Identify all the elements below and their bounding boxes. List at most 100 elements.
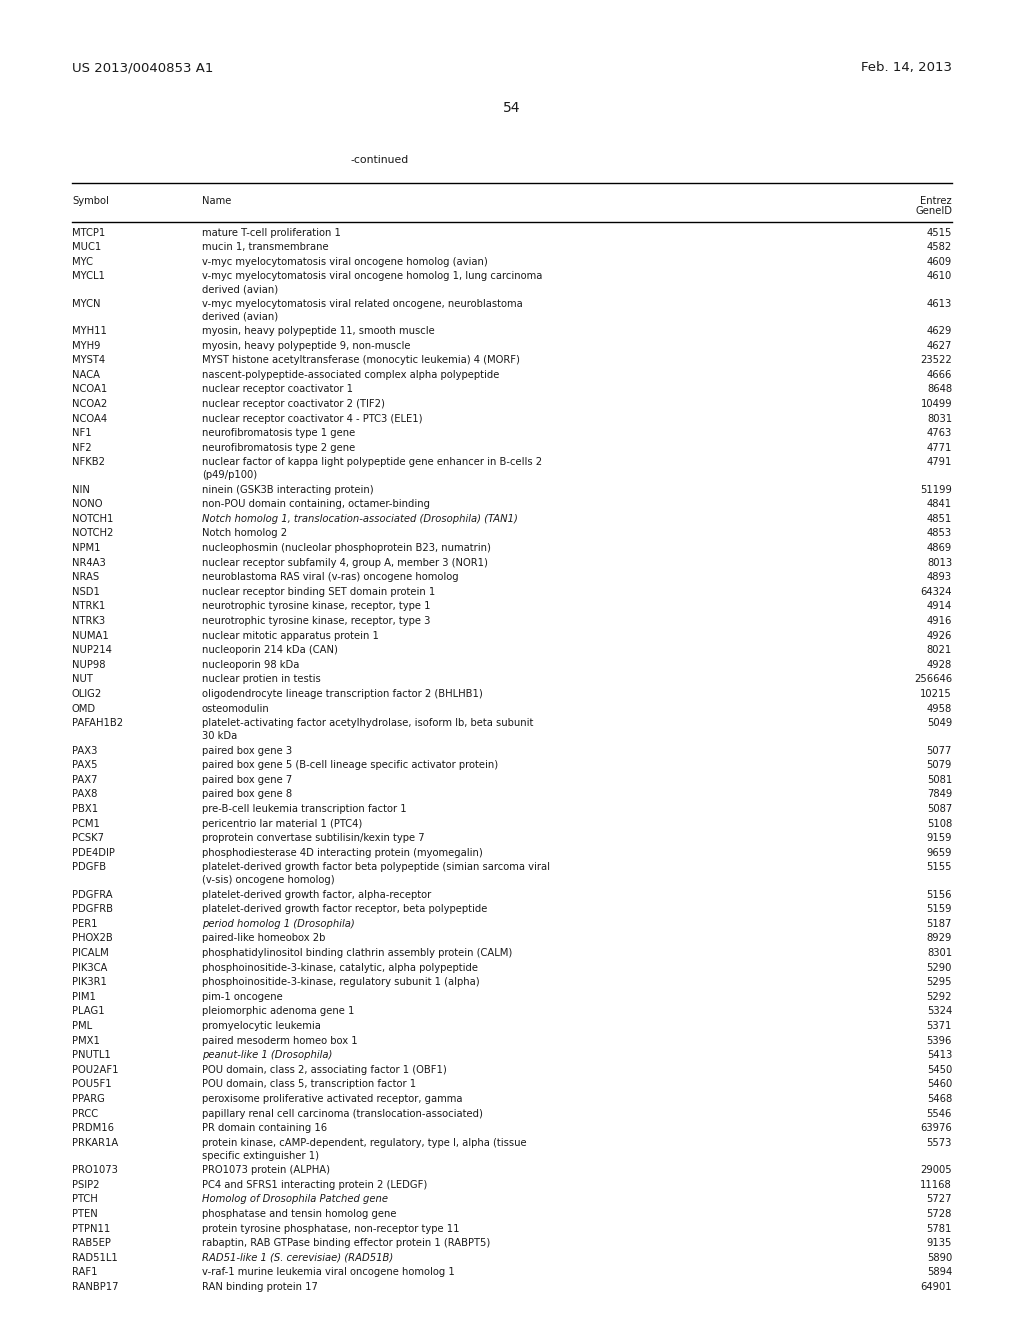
Text: neurotrophic tyrosine kinase, receptor, type 1: neurotrophic tyrosine kinase, receptor, … [202, 602, 430, 611]
Text: PHOX2B: PHOX2B [72, 933, 113, 944]
Text: 4851: 4851 [927, 513, 952, 524]
Text: NRAS: NRAS [72, 573, 99, 582]
Text: 5396: 5396 [927, 1036, 952, 1045]
Text: 5324: 5324 [927, 1006, 952, 1016]
Text: PIK3CA: PIK3CA [72, 962, 108, 973]
Text: 63976: 63976 [921, 1123, 952, 1133]
Text: NOTCH1: NOTCH1 [72, 513, 114, 524]
Text: PML: PML [72, 1020, 92, 1031]
Text: 4582: 4582 [927, 242, 952, 252]
Text: phosphatidylinositol binding clathrin assembly protein (CALM): phosphatidylinositol binding clathrin as… [202, 948, 512, 958]
Text: pim-1 oncogene: pim-1 oncogene [202, 991, 283, 1002]
Text: 5187: 5187 [927, 919, 952, 929]
Text: PPARG: PPARG [72, 1094, 104, 1104]
Text: 5546: 5546 [927, 1109, 952, 1118]
Text: 5894: 5894 [927, 1267, 952, 1278]
Text: paired box gene 5 (B-cell lineage specific activator protein): paired box gene 5 (B-cell lineage specif… [202, 760, 498, 770]
Text: 5450: 5450 [927, 1065, 952, 1074]
Text: myosin, heavy polypeptide 11, smooth muscle: myosin, heavy polypeptide 11, smooth mus… [202, 326, 435, 335]
Text: pleiomorphic adenoma gene 1: pleiomorphic adenoma gene 1 [202, 1006, 354, 1016]
Text: 4893: 4893 [927, 573, 952, 582]
Text: mucin 1, transmembrane: mucin 1, transmembrane [202, 242, 329, 252]
Text: neurotrophic tyrosine kinase, receptor, type 3: neurotrophic tyrosine kinase, receptor, … [202, 616, 430, 626]
Text: 5155: 5155 [927, 862, 952, 873]
Text: 11168: 11168 [921, 1180, 952, 1189]
Text: 5079: 5079 [927, 760, 952, 770]
Text: 4869: 4869 [927, 543, 952, 553]
Text: 4914: 4914 [927, 602, 952, 611]
Text: 51199: 51199 [921, 484, 952, 495]
Text: 4916: 4916 [927, 616, 952, 626]
Text: rabaptin, RAB GTPase binding effector protein 1 (RABPT5): rabaptin, RAB GTPase binding effector pr… [202, 1238, 490, 1249]
Text: RAB5EP: RAB5EP [72, 1238, 111, 1249]
Text: 9159: 9159 [927, 833, 952, 843]
Text: 5468: 5468 [927, 1094, 952, 1104]
Text: nucleoporin 214 kDa (CAN): nucleoporin 214 kDa (CAN) [202, 645, 338, 655]
Text: NUT: NUT [72, 675, 93, 684]
Text: 4771: 4771 [927, 442, 952, 453]
Text: non-POU domain containing, octamer-binding: non-POU domain containing, octamer-bindi… [202, 499, 430, 510]
Text: US 2013/0040853 A1: US 2013/0040853 A1 [72, 62, 213, 74]
Text: 5077: 5077 [927, 746, 952, 755]
Text: NCOA2: NCOA2 [72, 399, 108, 409]
Text: nuclear protien in testis: nuclear protien in testis [202, 675, 321, 684]
Text: 5292: 5292 [927, 991, 952, 1002]
Text: 9135: 9135 [927, 1238, 952, 1249]
Text: OLIG2: OLIG2 [72, 689, 102, 700]
Text: 4627: 4627 [927, 341, 952, 351]
Text: Symbol: Symbol [72, 195, 109, 206]
Text: 64324: 64324 [921, 587, 952, 597]
Text: RANBP17: RANBP17 [72, 1282, 119, 1292]
Text: nucleophosmin (nucleolar phosphoprotein B23, numatrin): nucleophosmin (nucleolar phosphoprotein … [202, 543, 490, 553]
Text: Notch homolog 2: Notch homolog 2 [202, 528, 287, 539]
Text: nuclear receptor coactivator 2 (TIF2): nuclear receptor coactivator 2 (TIF2) [202, 399, 385, 409]
Text: PAX8: PAX8 [72, 789, 97, 800]
Text: 8031: 8031 [927, 413, 952, 424]
Text: NUP214: NUP214 [72, 645, 112, 655]
Text: PDGFB: PDGFB [72, 862, 106, 873]
Text: 5890: 5890 [927, 1253, 952, 1263]
Text: pericentrio lar material 1 (PTC4): pericentrio lar material 1 (PTC4) [202, 818, 362, 829]
Text: 5371: 5371 [927, 1020, 952, 1031]
Text: RAN binding protein 17: RAN binding protein 17 [202, 1282, 317, 1292]
Text: MUC1: MUC1 [72, 242, 101, 252]
Text: paired box gene 8: paired box gene 8 [202, 789, 292, 800]
Text: peroxisome proliferative activated receptor, gamma: peroxisome proliferative activated recep… [202, 1094, 463, 1104]
Text: PICALM: PICALM [72, 948, 109, 958]
Text: 4609: 4609 [927, 256, 952, 267]
Text: paired-like homeobox 2b: paired-like homeobox 2b [202, 933, 326, 944]
Text: specific extinguisher 1): specific extinguisher 1) [202, 1151, 319, 1160]
Text: myosin, heavy polypeptide 9, non-muscle: myosin, heavy polypeptide 9, non-muscle [202, 341, 411, 351]
Text: NIN: NIN [72, 484, 90, 495]
Text: MTCP1: MTCP1 [72, 227, 105, 238]
Text: (v-sis) oncogene homolog): (v-sis) oncogene homolog) [202, 875, 335, 884]
Text: RAF1: RAF1 [72, 1267, 97, 1278]
Text: phosphatase and tensin homolog gene: phosphatase and tensin homolog gene [202, 1209, 396, 1218]
Text: 8301: 8301 [927, 948, 952, 958]
Text: nuclear receptor binding SET domain protein 1: nuclear receptor binding SET domain prot… [202, 587, 435, 597]
Text: osteomodulin: osteomodulin [202, 704, 269, 714]
Text: paired box gene 3: paired box gene 3 [202, 746, 292, 755]
Text: 4613: 4613 [927, 298, 952, 309]
Text: RAD51-like 1 (S. cerevisiae) (RAD51B): RAD51-like 1 (S. cerevisiae) (RAD51B) [202, 1253, 393, 1263]
Text: nucleoporin 98 kDa: nucleoporin 98 kDa [202, 660, 299, 669]
Text: v-myc myelocytomatosis viral oncogene homolog (avian): v-myc myelocytomatosis viral oncogene ho… [202, 256, 487, 267]
Text: ninein (GSK3B interacting protein): ninein (GSK3B interacting protein) [202, 484, 374, 495]
Text: mature T-cell proliferation 1: mature T-cell proliferation 1 [202, 227, 341, 238]
Text: PRCC: PRCC [72, 1109, 98, 1118]
Text: platelet-derived growth factor, alpha-receptor: platelet-derived growth factor, alpha-re… [202, 890, 431, 900]
Text: 4666: 4666 [927, 370, 952, 380]
Text: 5108: 5108 [927, 818, 952, 829]
Text: oligodendrocyte lineage transcription factor 2 (BHLHB1): oligodendrocyte lineage transcription fa… [202, 689, 482, 700]
Text: platelet-derived growth factor receptor, beta polypeptide: platelet-derived growth factor receptor,… [202, 904, 487, 915]
Text: phosphoinositide-3-kinase, regulatory subunit 1 (alpha): phosphoinositide-3-kinase, regulatory su… [202, 977, 479, 987]
Text: POU5F1: POU5F1 [72, 1080, 112, 1089]
Text: PAX7: PAX7 [72, 775, 97, 784]
Text: 4926: 4926 [927, 631, 952, 640]
Text: MYH9: MYH9 [72, 341, 100, 351]
Text: peanut-like 1 (Drosophila): peanut-like 1 (Drosophila) [202, 1051, 333, 1060]
Text: NF2: NF2 [72, 442, 91, 453]
Text: 8021: 8021 [927, 645, 952, 655]
Text: PER1: PER1 [72, 919, 97, 929]
Text: Entrez: Entrez [921, 195, 952, 206]
